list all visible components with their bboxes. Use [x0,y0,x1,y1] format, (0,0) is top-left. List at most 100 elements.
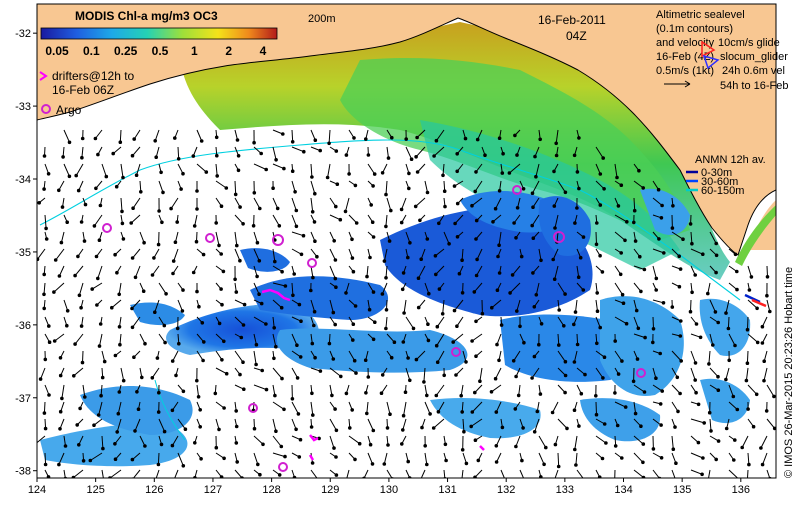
velocity-arrowhead [600,456,605,461]
velocity-arrowhead [454,373,458,377]
velocity-arrowhead [200,321,205,325]
velocity-arrowhead [406,255,410,260]
velocity-arrowhead [714,270,718,275]
velocity-arrowhead [366,375,371,379]
velocity-arrowhead [143,341,147,346]
velocity-arrowhead [176,157,181,161]
velocity-arrowhead [162,323,167,328]
velocity-arrow [633,401,637,414]
velocity-arrowhead [192,224,197,228]
velocity-arrowhead [113,442,117,446]
velocity-arrow [595,299,598,312]
drifter-legend-line-2: 16-Feb 06Z [52,83,114,97]
velocity-arrow [328,129,331,144]
velocity-arrowhead [601,156,606,160]
velocity-arrow [118,282,122,295]
velocity-arrowhead [620,292,625,297]
velocity-arrowhead [575,342,580,347]
velocity-arrowhead [713,310,718,314]
velocity-arrowhead [641,186,646,190]
velocity-arrowhead [140,375,144,380]
velocity-arrowhead [696,440,701,445]
velocity-arrowhead [443,442,448,447]
velocity-arrowhead [425,190,430,195]
velocity-arrow [272,435,282,447]
velocity-arrowhead [344,153,349,157]
velocity-arrow [173,248,179,262]
velocity-arrow [132,146,141,157]
velocity-arrowhead [111,151,115,156]
velocity-arrow [552,248,559,260]
velocity-arrowhead [759,446,763,450]
velocity-arrow [139,333,146,344]
velocity-arrowhead [364,137,368,141]
velocity-arrowhead [442,373,447,378]
x-tick-label: 128 [262,484,280,496]
velocity-arrowhead [57,188,61,193]
velocity-arrowhead [551,257,556,262]
anmn-item-2-label: 30-60m [701,176,738,188]
velocity-arrowhead [501,151,505,156]
velocity-arrowhead [565,426,569,431]
velocity-arrowhead [702,421,707,425]
velocity-arrowhead [333,407,337,411]
velocity-arrowhead [153,139,157,143]
velocity-arrow [709,333,714,346]
velocity-arrowhead [632,208,637,213]
velocity-arrow [633,180,644,189]
velocity-arrowhead [389,355,394,360]
velocity-arrowhead [175,326,180,331]
velocity-arrowhead [563,390,567,395]
velocity-arrowhead [335,182,340,186]
velocity-arrowhead [296,412,301,416]
velocity-arrowhead [735,407,740,412]
y-axis: -32 -33 -34 -35 -36 -37 -38 [15,28,37,478]
velocity-arrowhead [384,224,388,229]
velocity-arrow [272,418,277,432]
velocity-arrow [575,299,578,313]
velocity-arrowhead [451,340,456,344]
legend-line-1: Altimetric sealevel [656,9,745,21]
velocity-arrowhead [156,462,161,467]
velocity-arrow [291,197,297,211]
velocity-arrow [614,282,624,295]
velocity-arrow [728,401,738,410]
velocity-arrowhead [670,226,675,230]
velocity-arrowhead [556,464,561,469]
velocity-arrowhead [348,426,352,430]
velocity-arrowhead [334,149,339,153]
velocity-arrowhead [562,324,566,328]
velocity-arrowhead [619,183,624,187]
velocity-arrowhead [217,427,221,432]
velocity-arrow [101,350,106,362]
velocity-arrow [158,418,166,432]
velocity-arrowhead [313,239,317,243]
velocity-arrow [708,469,711,478]
velocity-arrow [652,384,663,392]
velocity-arrowhead [620,359,624,363]
velocity-arrow [63,163,70,177]
velocity-arrow [381,282,388,295]
velocity-arrowhead [133,429,137,433]
velocity-arrowhead [83,395,87,399]
velocity-arrowhead [380,373,385,377]
velocity-arrowhead [283,454,287,459]
velocity-arrowhead [459,393,464,398]
velocity-arrowhead [162,429,167,434]
date-label: 16-Feb-2011 [538,13,606,27]
velocity-arrowhead [656,187,661,192]
y-tick-label: -37 [15,393,31,405]
velocity-arrow [516,299,521,312]
velocity-arrowhead [351,322,356,327]
velocity-arrowhead [100,375,105,380]
velocity-arrow [554,469,559,478]
velocity-arrow [512,265,521,276]
velocity-arrow [329,367,342,377]
velocity-arrowhead [310,461,315,465]
velocity-arrowhead [370,462,375,466]
velocity-arrow [130,214,141,224]
velocity-arrow [500,469,505,478]
velocity-arrowhead [222,406,226,410]
velocity-arrowhead [95,303,99,307]
velocity-arrowhead [79,305,83,310]
